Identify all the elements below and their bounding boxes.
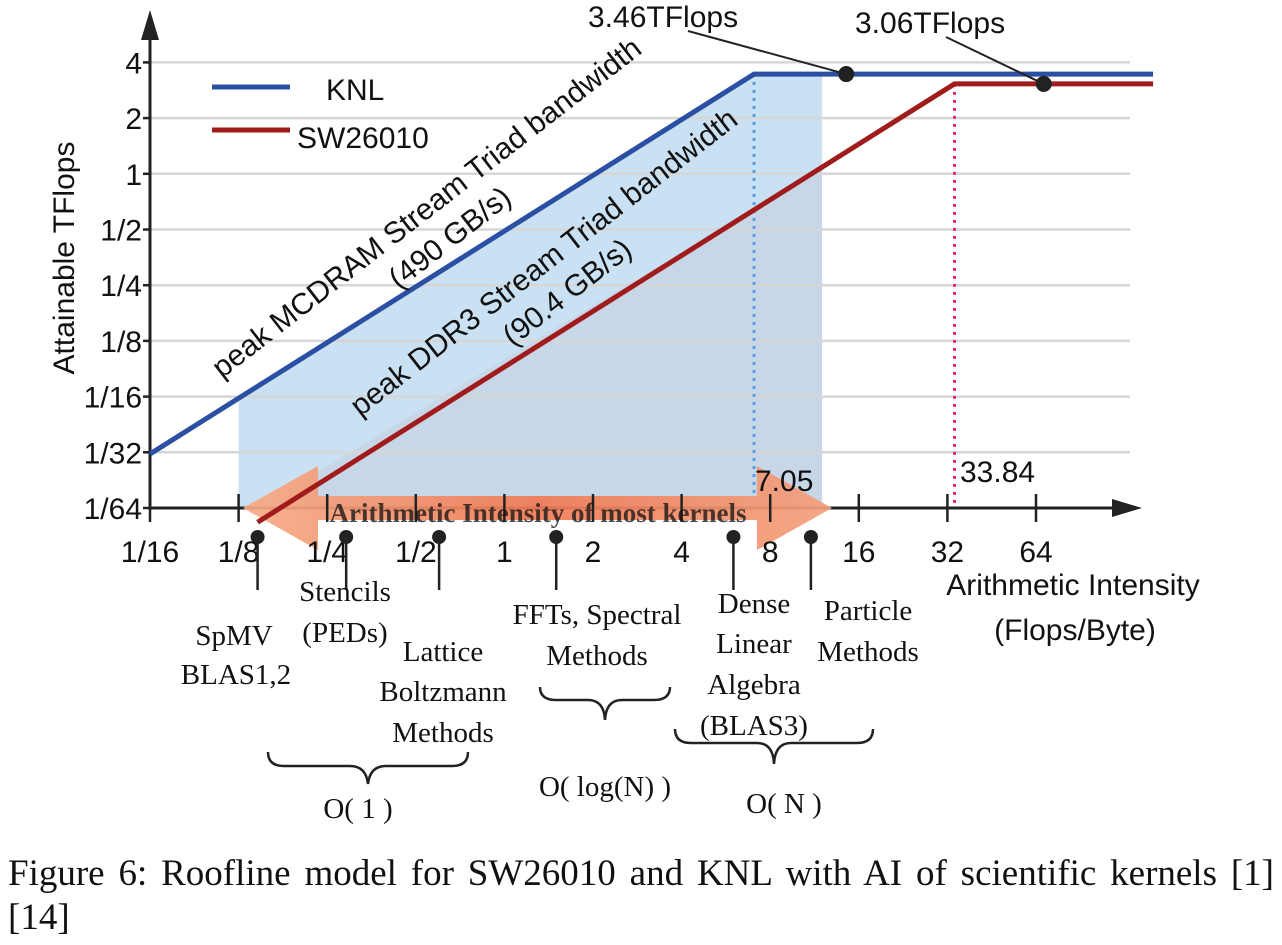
kernel-marker-dot: [250, 530, 265, 544]
y-axis-title: Attainable TFlops: [48, 142, 81, 375]
kernel-label-dense-line1: Dense: [718, 588, 790, 620]
y-tick-label: 1/8: [100, 326, 142, 359]
kernel-label-spmv-line2: BLAS1,2: [181, 659, 291, 691]
sw26010-ridge-label: 33.84: [960, 456, 1035, 489]
kernel-label-lattice-line2: Boltzmann: [379, 676, 507, 708]
sw26010-roofline: [256, 81, 1154, 525]
kernel-label-fft-line1: FFTs, Spectral: [513, 599, 682, 631]
x-tick-label: 1: [496, 536, 513, 569]
knl-peak-label: 3.46TFlops: [588, 1, 738, 34]
kernel-label-dense-line3: Algebra: [707, 669, 801, 701]
kernel-label-dense-line4: (BLAS3): [700, 710, 808, 742]
sw26010-peak-label: 3.06TFlops: [855, 7, 1005, 40]
kernel-marker-dot: [339, 530, 354, 544]
legend-knl-label: KNL: [326, 74, 384, 107]
kernel-marker-dot: [803, 530, 818, 544]
x-tick-label: 2: [585, 536, 602, 569]
x-tick-label: 4: [673, 536, 690, 569]
kernel-label-particle-line1: Particle: [824, 595, 913, 627]
kernel-labels: SpMV BLAS1,2 Stencils (PEDs) Lattice Bol…: [181, 576, 919, 749]
legend-sw26010-label: SW26010: [297, 122, 429, 155]
kernel-marker-dot: [726, 530, 741, 544]
x-axis-title-line2: (Flops/Byte): [994, 614, 1156, 647]
complexity-braces: O( 1 ) O( log(N) ) O( N ): [266, 686, 875, 825]
kernel-label-stencils-line1: Stencils: [299, 576, 391, 608]
sw26010-peak-marker: [1035, 75, 1052, 92]
kernel-label-fft-line2: Methods: [546, 640, 648, 672]
y-tick-label: 1/4: [100, 270, 142, 303]
complexity-label-o1: O( 1 ): [323, 793, 392, 825]
brace-on: [673, 728, 875, 765]
knl-bandwidth-bound-region: [238, 74, 823, 508]
grid-lines: [150, 61, 1130, 454]
kernel-label-dense-line2: Linear: [716, 628, 792, 660]
kernel-label-stencils-line2: (PEDs): [302, 617, 387, 649]
range-arrow-label: Arithmetic Intensity of most kernels: [330, 498, 747, 528]
y-tick-label: 1: [125, 159, 142, 192]
kernel-label-particle-line2: Methods: [817, 636, 919, 668]
brace-ologn: [538, 686, 672, 721]
kernel-markers: [250, 530, 818, 590]
knl-ridge-label: 7.05: [755, 465, 813, 498]
y-tick-label: 1/64: [84, 493, 142, 526]
kernel-marker-dot: [432, 530, 447, 544]
x-tick-label: 64: [1019, 536, 1052, 569]
range-arrow-shape: [243, 466, 832, 550]
knl-peak-callout-line: [687, 30, 847, 76]
kernel-marker-dot: [549, 530, 564, 544]
knl-peak-marker: [838, 66, 855, 83]
complexity-label-ologn: O( log(N) ): [539, 771, 671, 803]
kernel-label-spmv-line1: SpMV: [195, 620, 272, 652]
sw26010-peak-callout-line: [945, 36, 1045, 85]
kernel-label-lattice-line3: Methods: [392, 717, 494, 749]
figure-caption: Figure 6: Roofline model for SW26010 and…: [8, 853, 1274, 938]
y-tick-label: 2: [125, 103, 142, 136]
x-axis-ticks: 1/16 1/8 1/4 1/2 1 2 4 8 16 32 64: [121, 494, 1053, 569]
kernel-label-lattice-line1: Lattice: [403, 636, 484, 668]
y-tick-label: 1/2: [100, 215, 142, 248]
x-tick-label: 8: [762, 536, 779, 569]
complexity-label-on: O( N ): [746, 788, 822, 820]
x-axis-title-line1: Arithmetic Intensity: [946, 569, 1199, 602]
x-tick-label: 32: [931, 536, 964, 569]
y-tick-label: 4: [125, 47, 142, 80]
brace-o1: [266, 751, 470, 785]
y-tick-label: 1/16: [84, 382, 142, 415]
arithmetic-intensity-range-arrow: [243, 466, 832, 550]
y-axis-ticks: 1/64 1/32 1/16 1/8 1/4 1/2 1 2 4: [84, 47, 150, 526]
x-tick-label: 1/16: [121, 536, 179, 569]
knl-roofline: [148, 71, 1154, 457]
y-tick-label: 1/32: [84, 437, 142, 470]
y-axis-arrow-icon: [141, 10, 159, 40]
legend: KNL SW26010: [212, 74, 429, 155]
x-tick-label: 16: [842, 536, 875, 569]
x-tick-label: 1/2: [395, 536, 437, 569]
x-axis-arrow-icon: [1112, 499, 1142, 517]
